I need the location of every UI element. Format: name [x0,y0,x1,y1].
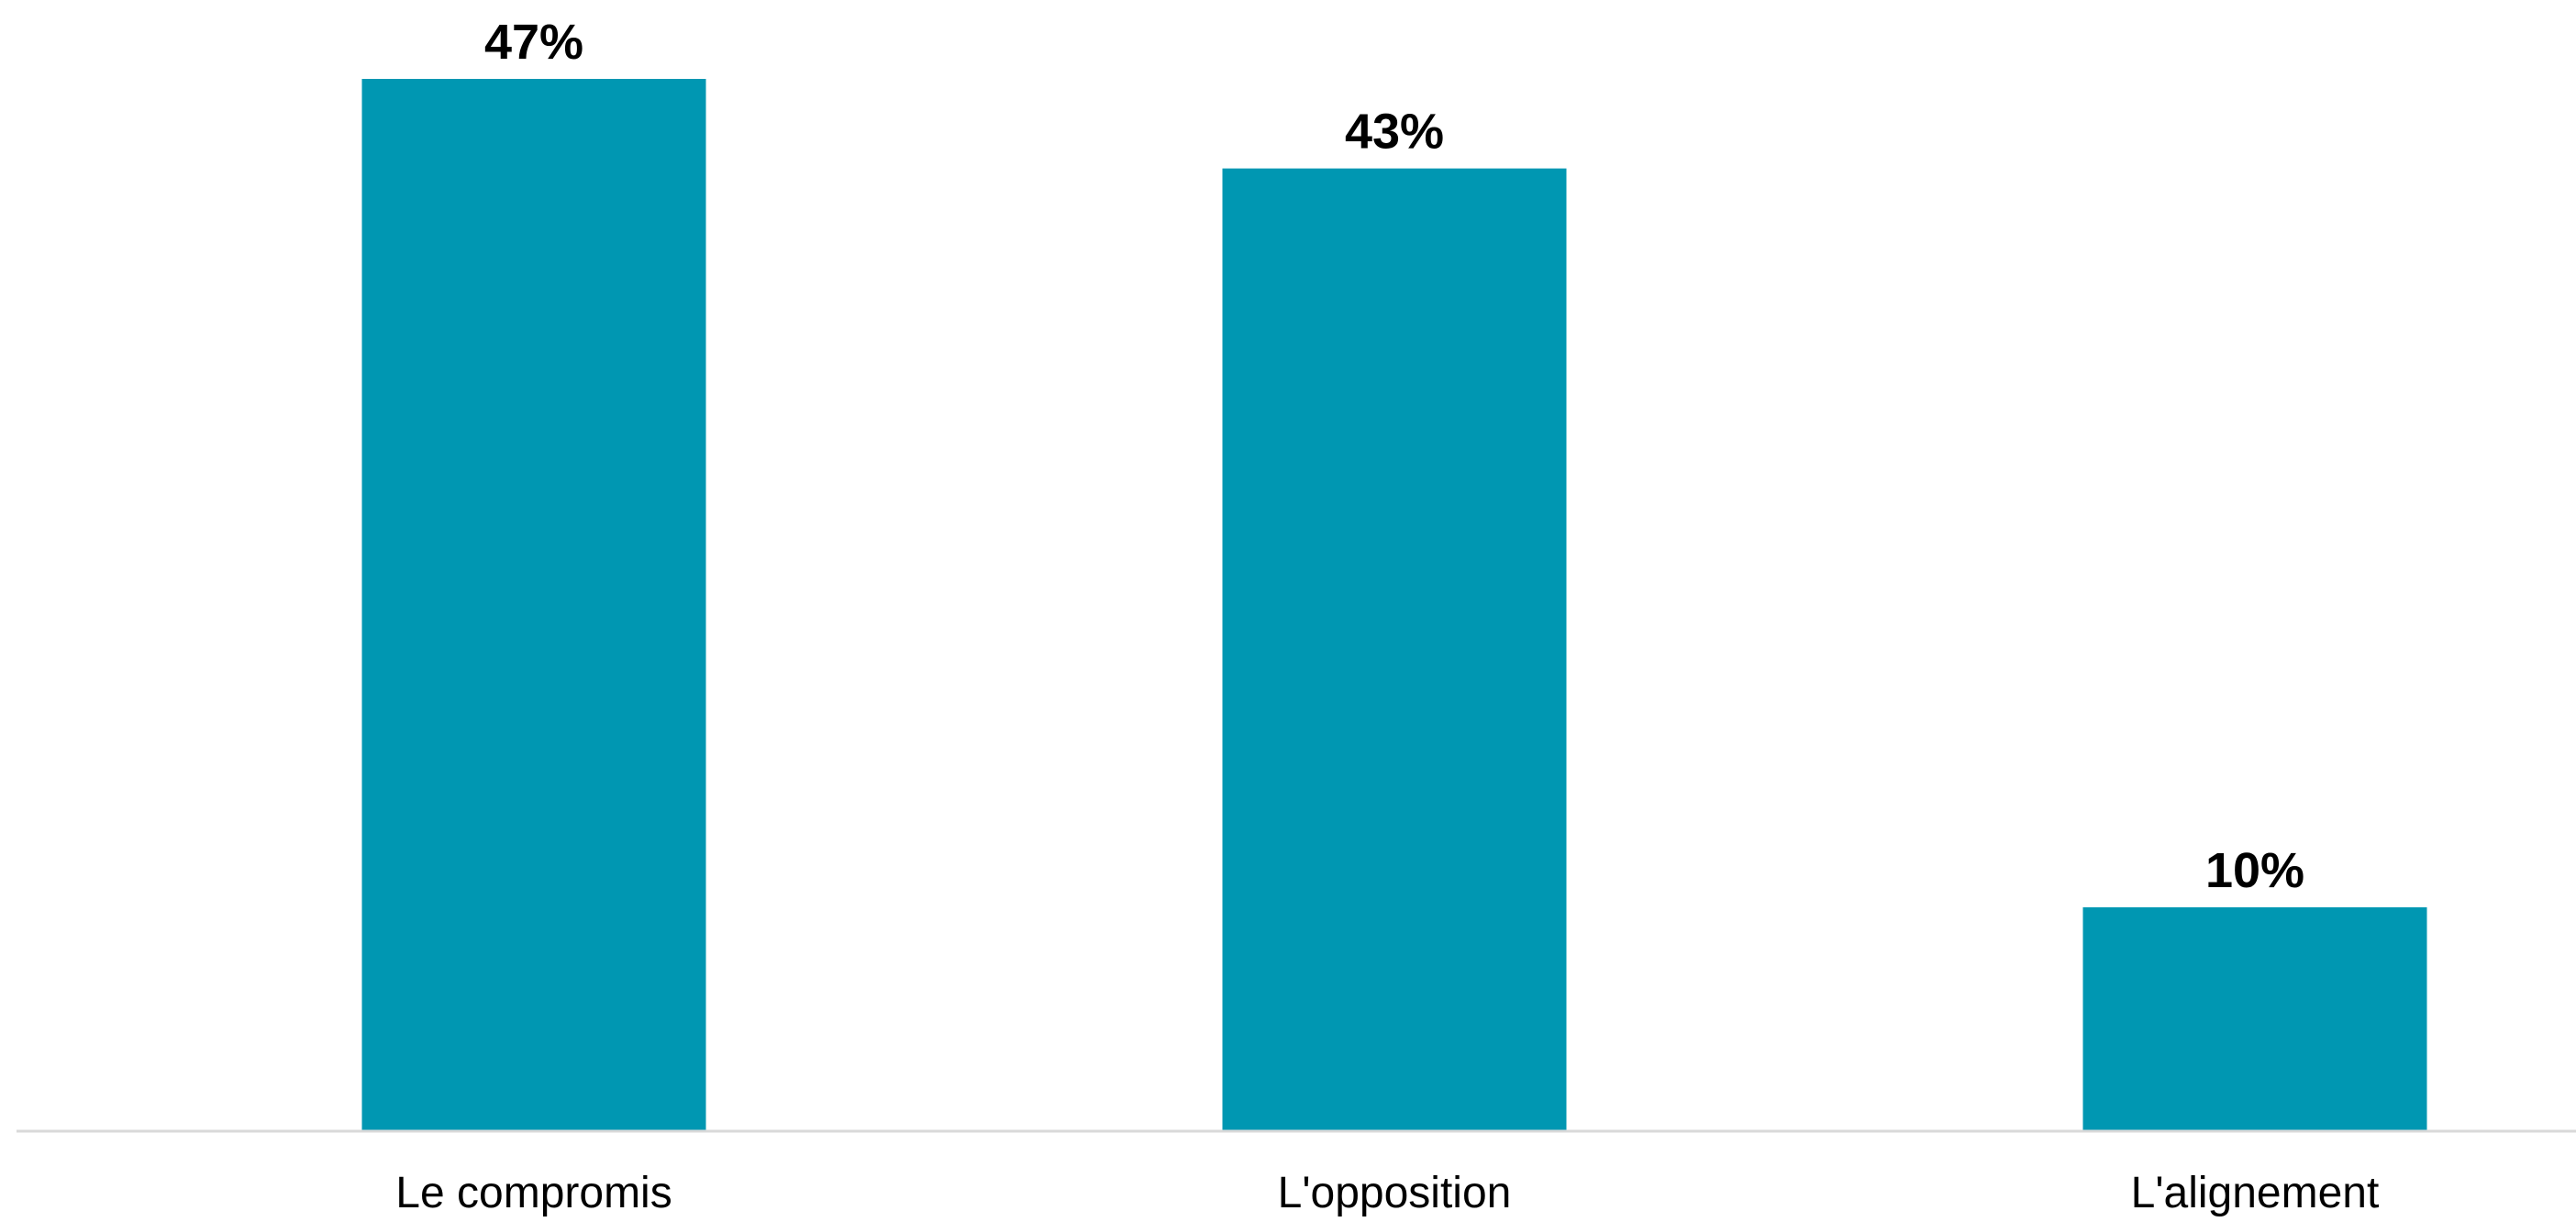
bar-1 [361,79,706,1131]
bar-2 [1222,168,1567,1131]
bar-3 [2082,906,2427,1131]
category-label-1: Le compromis [395,1169,672,1217]
data-label-2: 43% [1345,105,1444,160]
labels-layer: 47% Le compromis 43% L'opposition 10% L'align… [395,15,2379,1217]
category-label-2: L'opposition [1278,1169,1512,1217]
category-label-3: L'alignement [2131,1169,2380,1217]
data-label-1: 47% [484,15,583,70]
data-label-3: 10% [2205,843,2304,898]
bars-layer [361,79,2427,1131]
